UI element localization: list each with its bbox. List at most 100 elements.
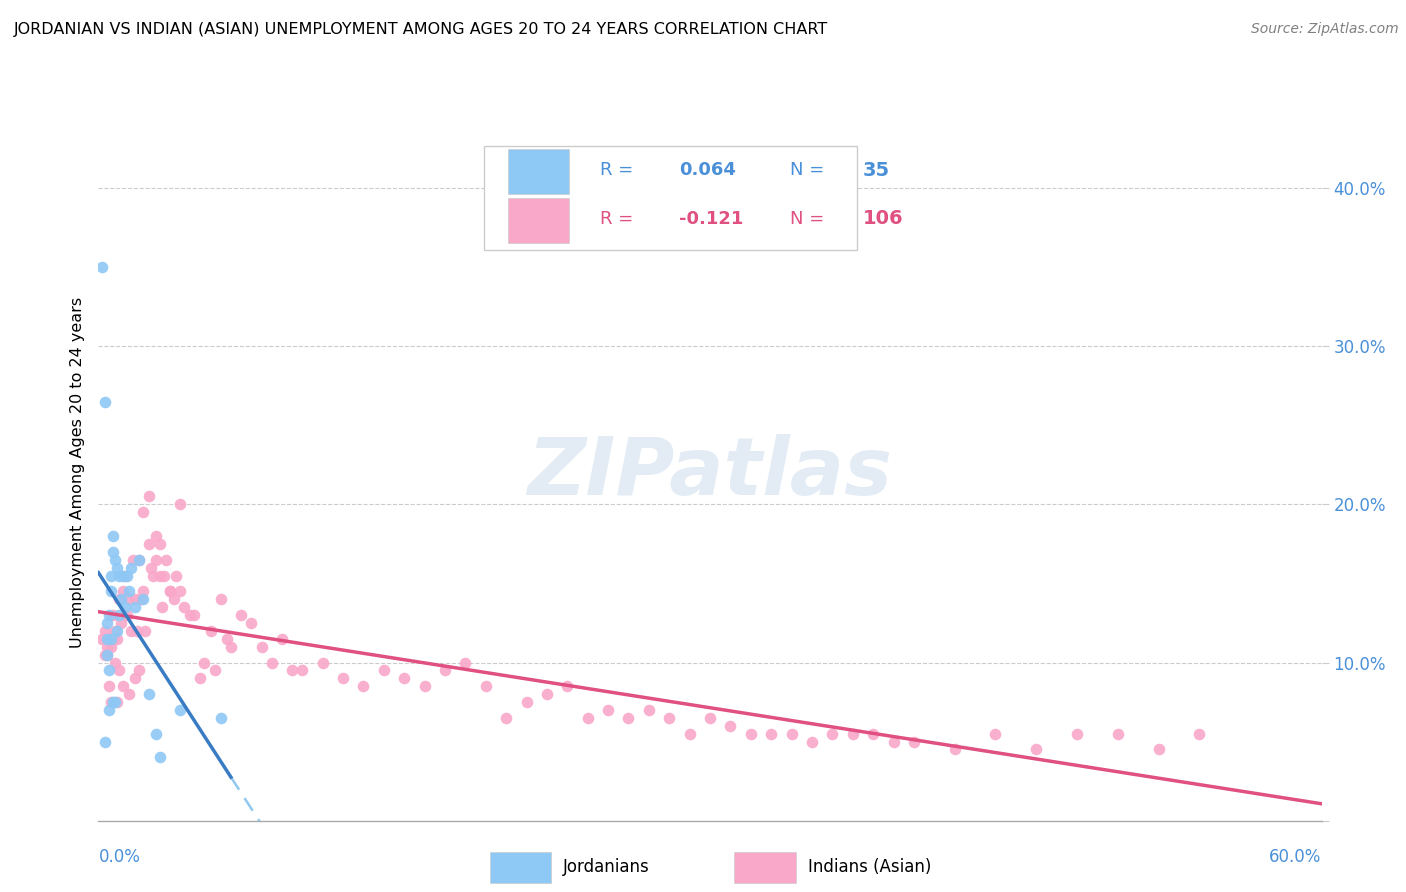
Point — [114, 568, 136, 582]
Point — [159, 584, 181, 599]
Y-axis label: Unemployment Among Ages 20 to 24 years: Unemployment Among Ages 20 to 24 years — [69, 297, 84, 648]
Point — [332, 671, 354, 685]
Point — [97, 703, 120, 717]
Point — [943, 742, 966, 756]
Point — [114, 600, 136, 615]
Point — [128, 552, 150, 567]
Point — [495, 711, 517, 725]
Point — [392, 671, 416, 685]
Point — [91, 632, 114, 646]
Point — [903, 734, 925, 748]
Point — [93, 394, 115, 409]
Point — [105, 695, 128, 709]
Point — [97, 608, 120, 623]
Point — [173, 600, 195, 615]
Point — [96, 632, 118, 646]
Point — [97, 664, 120, 678]
Point — [145, 529, 167, 543]
Point — [111, 584, 134, 599]
Point — [141, 560, 163, 574]
Point — [118, 584, 141, 599]
Point — [193, 656, 215, 670]
Point — [128, 552, 150, 567]
Point — [718, 719, 742, 733]
Point — [250, 640, 273, 654]
Point — [215, 632, 238, 646]
Point — [1066, 726, 1088, 740]
Point — [132, 505, 155, 519]
FancyBboxPatch shape — [484, 145, 856, 250]
Point — [862, 726, 884, 740]
Point — [821, 726, 844, 740]
Point — [150, 600, 173, 615]
Point — [105, 560, 128, 574]
Point — [159, 584, 181, 599]
Point — [281, 664, 304, 678]
Point — [110, 615, 132, 630]
Point — [101, 608, 124, 623]
Point — [149, 568, 172, 582]
Point — [169, 703, 191, 717]
Point — [138, 687, 160, 701]
Point — [93, 624, 115, 638]
Point — [516, 695, 538, 709]
Point — [219, 640, 242, 654]
Text: -0.121: -0.121 — [679, 210, 744, 227]
Point — [373, 664, 395, 678]
Point — [118, 592, 141, 607]
Point — [104, 552, 127, 567]
Point — [105, 632, 128, 646]
Point — [93, 734, 115, 748]
Point — [115, 568, 138, 582]
Point — [200, 624, 222, 638]
Point — [127, 624, 149, 638]
Point — [101, 695, 124, 709]
Text: Source: ZipAtlas.com: Source: ZipAtlas.com — [1251, 22, 1399, 37]
Point — [124, 671, 146, 685]
Point — [152, 568, 174, 582]
Point — [1107, 726, 1129, 740]
Point — [165, 568, 187, 582]
Point — [576, 711, 599, 725]
Point — [260, 656, 283, 670]
Point — [129, 592, 152, 607]
Point — [209, 592, 232, 607]
Point — [96, 648, 118, 662]
Text: N =: N = — [790, 210, 830, 227]
Point — [179, 608, 201, 623]
Point — [101, 545, 124, 559]
Point — [188, 671, 212, 685]
Point — [984, 726, 1007, 740]
Point — [91, 260, 114, 275]
Bar — [489, 852, 551, 883]
Point — [100, 695, 122, 709]
Text: 0.064: 0.064 — [679, 161, 737, 179]
Text: 35: 35 — [863, 161, 890, 179]
Point — [108, 568, 131, 582]
Point — [183, 608, 205, 623]
Point — [108, 664, 131, 678]
Point — [163, 592, 186, 607]
Point — [555, 679, 579, 693]
Point — [104, 624, 127, 638]
Point — [108, 592, 131, 607]
Point — [128, 664, 150, 678]
Point — [149, 537, 172, 551]
Point — [110, 592, 132, 607]
Point — [413, 679, 436, 693]
Point — [100, 632, 122, 646]
Point — [120, 624, 142, 638]
Point — [841, 726, 863, 740]
Text: Jordanians: Jordanians — [564, 858, 650, 876]
Point — [679, 726, 702, 740]
Point — [108, 608, 131, 623]
Point — [780, 726, 803, 740]
Text: JORDANIAN VS INDIAN (ASIAN) UNEMPLOYMENT AMONG AGES 20 TO 24 YEARS CORRELATION C: JORDANIAN VS INDIAN (ASIAN) UNEMPLOYMENT… — [14, 22, 828, 37]
Bar — [734, 852, 796, 883]
Point — [100, 568, 122, 582]
Point — [132, 592, 155, 607]
Point — [658, 711, 681, 725]
Bar — [508, 198, 569, 244]
Point — [120, 560, 142, 574]
Point — [204, 664, 226, 678]
